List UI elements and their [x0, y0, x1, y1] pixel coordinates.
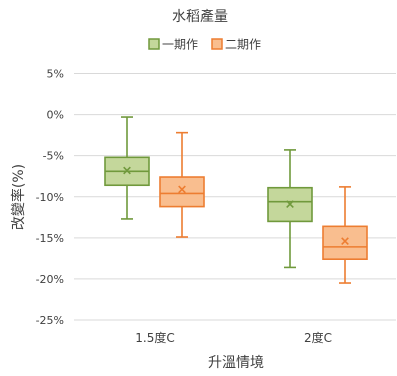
- box-iqr: [322, 225, 368, 260]
- box-iqr: [159, 176, 205, 208]
- mean-marker: [341, 237, 349, 245]
- y-axis-ticks: 5% 0% -5% -10% -15% -20% -25%: [36, 68, 64, 328]
- legend: 一期作 二期作: [148, 38, 261, 52]
- legend-label-series-1: 一期作: [162, 38, 198, 52]
- plot-area: [104, 116, 368, 284]
- box-1-2: [267, 149, 313, 269]
- legend-label-series-2: 二期作: [225, 38, 261, 52]
- y-tick-label: -5%: [43, 150, 64, 163]
- y-tick-label: -15%: [36, 232, 64, 245]
- y-axis-title: 改變率(%): [10, 164, 27, 230]
- legend-swatch-series-2: [211, 38, 223, 50]
- mean-marker: [178, 185, 186, 194]
- x-axis-categories: 1.5度C 2度C: [135, 330, 332, 345]
- mean-marker: [123, 166, 131, 175]
- y-tick-label: -20%: [36, 273, 64, 286]
- y-tick-label: -10%: [36, 191, 64, 204]
- chart-title: 水稻產量: [172, 8, 228, 25]
- y-tick-label: -25%: [36, 314, 64, 327]
- x-category-label: 2度C: [304, 330, 332, 345]
- box-2-1: [159, 131, 205, 238]
- box-1-1: [104, 116, 150, 220]
- y-tick-label: 0%: [47, 109, 64, 122]
- x-axis-title: 升溫情境: [208, 355, 264, 371]
- x-category-label: 1.5度C: [135, 330, 174, 345]
- y-tick-label: 5%: [47, 68, 64, 81]
- mean-marker: [286, 200, 294, 209]
- legend-swatch-series-1: [148, 38, 160, 50]
- box-2-2: [322, 186, 368, 284]
